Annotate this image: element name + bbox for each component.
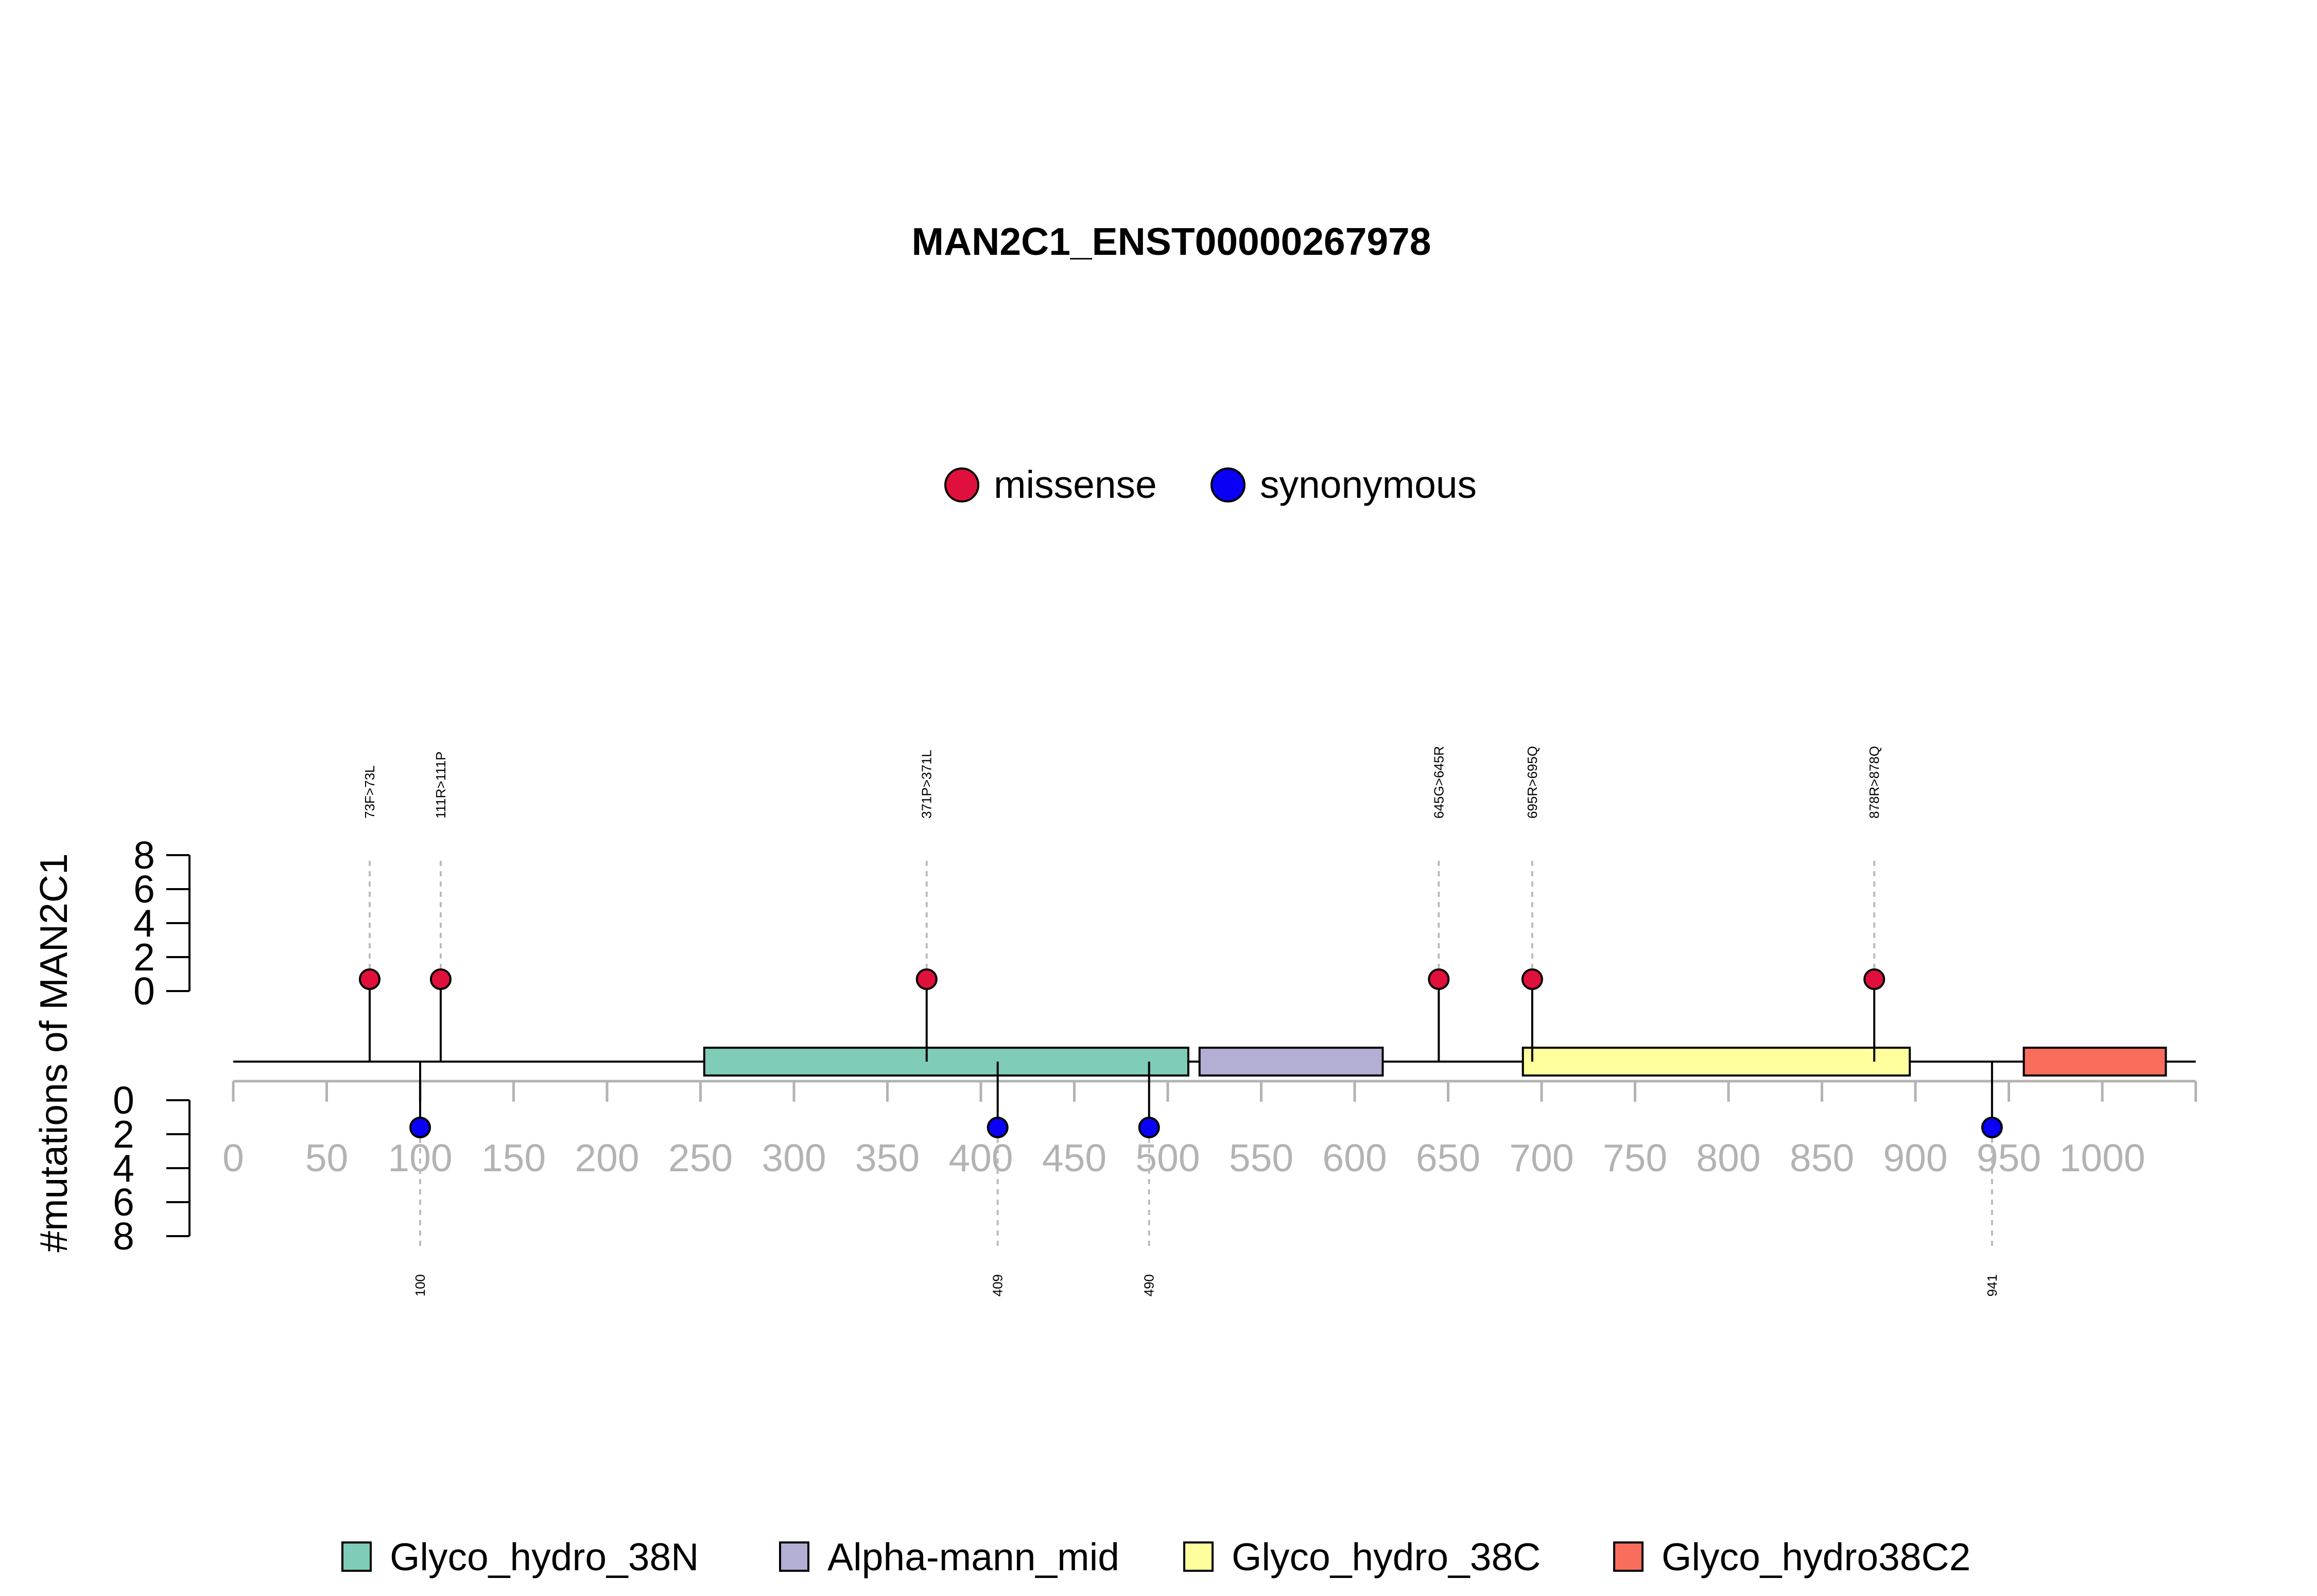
lollipop-head bbox=[1981, 1117, 2003, 1138]
domain-legend-label: Glyco_hydro38C2 bbox=[1662, 1535, 1970, 1578]
mutation-label: 878R>878Q bbox=[1866, 746, 1882, 819]
y-axis-label: #mutations of MAN2C1 bbox=[32, 853, 75, 1252]
legend-marker-missense bbox=[944, 467, 979, 502]
chart-title: MAN2C1_ENST00000267978 bbox=[912, 220, 1431, 263]
x-tick-label: 0 bbox=[222, 1136, 244, 1179]
domain-alpha-mann-mid bbox=[1198, 1047, 1384, 1077]
y-tick-label: 8 bbox=[113, 1215, 134, 1258]
mutation-label: 695R>695Q bbox=[1525, 746, 1540, 819]
lollipop-head bbox=[429, 968, 452, 990]
y-tick-label: 0 bbox=[113, 1079, 134, 1122]
x-tick-label: 700 bbox=[1509, 1136, 1574, 1179]
x-tick-label: 200 bbox=[575, 1136, 639, 1179]
x-tick-label: 650 bbox=[1416, 1136, 1480, 1179]
domain-legend: Glyco_hydro_38N Alpha-mann_mid Glyco_hydro… bbox=[341, 1535, 1970, 1578]
x-tick-label: 300 bbox=[762, 1136, 826, 1179]
y-tick-label: 8 bbox=[133, 834, 155, 877]
x-tick-label: 450 bbox=[1042, 1136, 1106, 1179]
x-tick-label: 550 bbox=[1229, 1136, 1293, 1179]
lollipop-head bbox=[987, 1117, 1009, 1138]
mutation-label: 371P>371L bbox=[919, 750, 935, 819]
mutation-label: 409 bbox=[990, 1274, 1006, 1296]
lollipop-head bbox=[1428, 968, 1450, 990]
mutation-label: 941 bbox=[1984, 1274, 2000, 1296]
lollipop-head bbox=[358, 968, 381, 990]
domain-legend-label: Glyco_hydro_38C bbox=[1232, 1535, 1541, 1578]
x-tick-label: 150 bbox=[481, 1136, 546, 1179]
lollipop-head bbox=[1521, 968, 1543, 990]
synonymous-lollipops: 100 409 490 941 bbox=[409, 1062, 2003, 1296]
domain-glyco-hydro-38c bbox=[1521, 1047, 1911, 1077]
mutation-label: 645G>645R bbox=[1431, 746, 1446, 819]
y-tick-label: 2 bbox=[133, 935, 155, 979]
y-tick-label: 0 bbox=[133, 969, 155, 1013]
x-tick-label: 900 bbox=[1883, 1136, 1947, 1179]
x-tick-label: 600 bbox=[1322, 1136, 1387, 1179]
lollipop-head bbox=[409, 1117, 431, 1138]
x-tick-label: 350 bbox=[855, 1136, 920, 1179]
domain-legend-swatch bbox=[1183, 1541, 1214, 1572]
missense-lollipops: 73F>73L 111R>111P 371P>371L 645G>645R 695R>6… bbox=[358, 746, 1886, 1062]
mutation-label: 490 bbox=[1142, 1274, 1157, 1296]
legend-label-missense: missense bbox=[994, 463, 1157, 506]
x-tick-label: 400 bbox=[948, 1136, 1013, 1179]
x-tick-label: 250 bbox=[668, 1136, 733, 1179]
domain-glyco-hydro38c2 bbox=[2022, 1047, 2167, 1077]
y-tick-label: 4 bbox=[113, 1147, 134, 1190]
x-tick-label: 1000 bbox=[2060, 1136, 2146, 1179]
mutation-label: 100 bbox=[412, 1274, 428, 1296]
x-tick-label: 800 bbox=[1696, 1136, 1760, 1179]
x-tick-label: 850 bbox=[1790, 1136, 1854, 1179]
lollipop-head bbox=[1138, 1117, 1160, 1138]
legend-label-synonymous: synonymous bbox=[1260, 463, 1477, 506]
y-tick-label: 6 bbox=[133, 868, 155, 911]
x-tick-label: 500 bbox=[1135, 1136, 1200, 1179]
domain-legend-swatch bbox=[1613, 1541, 1644, 1572]
domain-legend-swatch bbox=[779, 1541, 809, 1572]
lollipop-head bbox=[1863, 968, 1886, 990]
x-tick-label: 750 bbox=[1603, 1136, 1667, 1179]
lollipop-head bbox=[915, 968, 938, 990]
domain-legend-label: Alpha-mann_mid bbox=[827, 1535, 1119, 1578]
mutation-label: 111R>111P bbox=[433, 752, 448, 819]
legend-marker-synonymous bbox=[1211, 467, 1246, 502]
domain-glyco-hydro-38n bbox=[703, 1047, 1189, 1077]
mutation-label: 73F>73L bbox=[362, 766, 377, 819]
y-tick-label: 6 bbox=[113, 1181, 134, 1224]
y-tick-label: 2 bbox=[113, 1113, 134, 1156]
mutation-type-legend: missense synonymous bbox=[944, 463, 1477, 506]
y-tick-label: 4 bbox=[133, 901, 155, 945]
domain-legend-label: Glyco_hydro_38N bbox=[390, 1535, 699, 1578]
protein-track bbox=[233, 1047, 2196, 1077]
x-tick-label: 950 bbox=[1977, 1136, 2041, 1179]
x-tick-label: 50 bbox=[305, 1136, 348, 1179]
x-axis: 0 50 100 150 200 250 300 350 400 450 500 550 600 650 7… bbox=[222, 1080, 2197, 1179]
domain-legend-swatch bbox=[341, 1541, 372, 1572]
